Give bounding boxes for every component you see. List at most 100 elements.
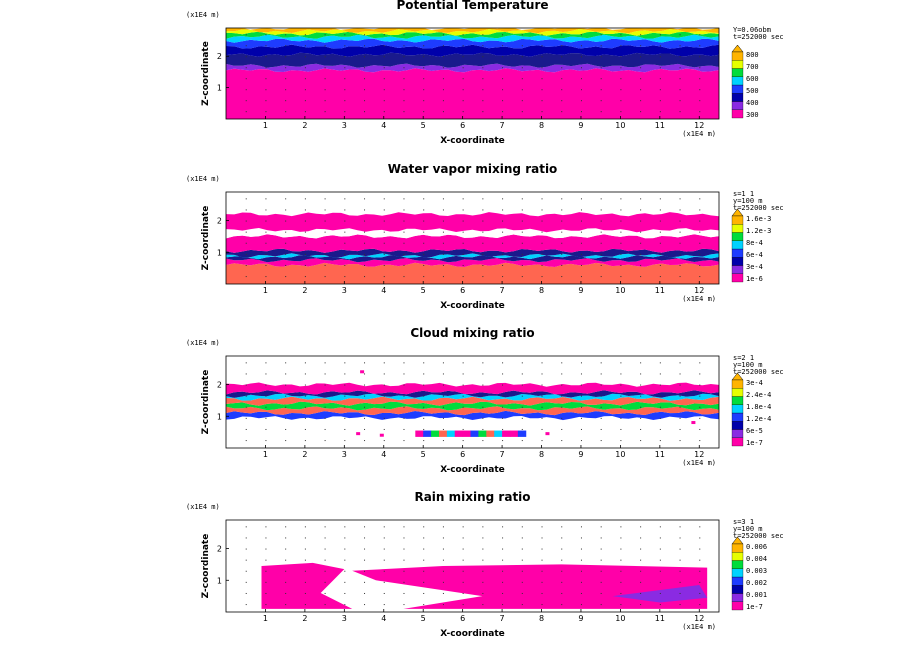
grid-dot (304, 417, 306, 419)
cloud-speck (545, 432, 550, 436)
grid-dot (640, 231, 642, 233)
grid-dot (502, 209, 504, 211)
grid-dot (245, 100, 247, 102)
grid-dot (541, 111, 543, 113)
grid-dot (462, 276, 464, 278)
grid-dot (462, 209, 464, 211)
grid-dot (561, 34, 563, 36)
grid-dot (442, 570, 444, 572)
grid-dot (265, 253, 267, 255)
grid-dot (462, 34, 464, 36)
band (226, 262, 719, 284)
grid-dot (580, 56, 582, 58)
grid-dot (521, 67, 523, 69)
grid-dot (521, 570, 523, 572)
grid-dot (580, 395, 582, 397)
grid-dot (561, 209, 563, 211)
grid-dot (600, 34, 602, 36)
grid-dot (285, 417, 287, 419)
grid-dot (640, 56, 642, 58)
grid-dot (364, 264, 366, 266)
grid-dot (304, 548, 306, 550)
grid-dot (324, 570, 326, 572)
grid-dot (324, 384, 326, 386)
grid-dot (561, 559, 563, 561)
grid-dot (324, 231, 326, 233)
grid-dot (541, 242, 543, 244)
x-tick-label: 10 (615, 614, 625, 623)
z-axis-label: Z-coordinate (201, 370, 211, 435)
grid-dot (265, 264, 267, 266)
grid-dot (285, 559, 287, 561)
grid-dot (640, 417, 642, 419)
grid-dot (620, 581, 622, 583)
grid-dot (383, 548, 385, 550)
z-axis-label: Z-coordinate (201, 41, 211, 106)
grid-dot (403, 111, 405, 113)
x-tick-label: 3 (342, 450, 347, 459)
grid-dot (462, 264, 464, 266)
grid-dot (561, 100, 563, 102)
grid-dot (561, 231, 563, 233)
panel-1: Potential Temperature(x1E4 m)1 2 3 4 5 6 7 8 9 10… (186, 0, 784, 146)
info-line: y=100 m (733, 525, 763, 533)
grid-dot (699, 395, 701, 397)
grid-dot (620, 111, 622, 113)
band (226, 248, 719, 258)
grid-dot (403, 231, 405, 233)
grid-dot (423, 111, 425, 113)
grid-dot (383, 581, 385, 583)
grid-dot (442, 264, 444, 266)
z-unit-label: (x1E4 m) (186, 339, 220, 347)
grid-dot (600, 581, 602, 583)
grid-dot (324, 417, 326, 419)
cloud-patch (494, 430, 503, 437)
grid-dot (344, 559, 346, 561)
grid-dot (699, 428, 701, 430)
grid-dot (364, 253, 366, 255)
grid-dot (620, 89, 622, 91)
grid-dot (245, 111, 247, 113)
band (226, 253, 719, 260)
grid-dot (580, 428, 582, 430)
grid-dot (423, 220, 425, 222)
grid-dot (580, 373, 582, 375)
info-line: s=1 1 (733, 190, 754, 198)
grid-dot (482, 253, 484, 255)
grid-dot (364, 242, 366, 244)
colorbar-label: 0.004 (746, 555, 767, 563)
grid-dot (640, 592, 642, 594)
grid-dot (561, 604, 563, 606)
grid-dot (482, 604, 484, 606)
grid-dot (561, 362, 563, 364)
grid-dot (344, 570, 346, 572)
grid-dot (699, 581, 701, 583)
grid-dot (462, 548, 464, 550)
grid-dot (265, 242, 267, 244)
grid-dot (659, 198, 661, 200)
grid-dot (324, 537, 326, 539)
x-axis-label: X-coordinate (440, 465, 505, 475)
grid-dot (679, 111, 681, 113)
grid-dot (442, 67, 444, 69)
grid-dot (344, 440, 346, 442)
grid-dot (423, 604, 425, 606)
colorbar-label: 1.8e-4 (746, 403, 771, 411)
grid-dot (304, 220, 306, 222)
field (226, 28, 719, 119)
grid-dot (403, 45, 405, 47)
x-tick-label: 8 (539, 121, 544, 130)
colorbar-segment (731, 257, 744, 266)
band (226, 258, 719, 267)
grid-dot (423, 67, 425, 69)
grid-dot (423, 373, 425, 375)
grid-dot (699, 78, 701, 80)
grid-dot (245, 604, 247, 606)
grid-dot (403, 89, 405, 91)
grid-dot (640, 100, 642, 102)
grid-dot (580, 231, 582, 233)
grid-dot (521, 209, 523, 211)
grid-dot (344, 276, 346, 278)
colorbar-label: 0.003 (746, 567, 767, 575)
grid-dot (521, 581, 523, 583)
